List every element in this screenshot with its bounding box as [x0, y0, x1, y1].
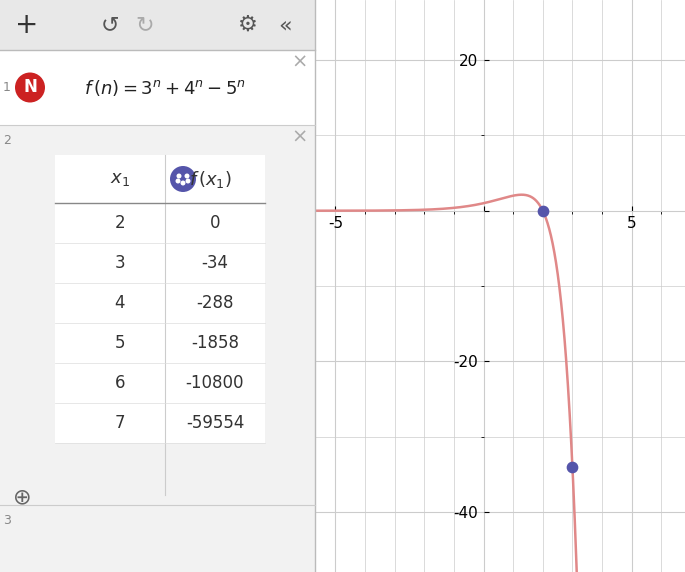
Circle shape	[170, 166, 196, 192]
Text: 2: 2	[114, 214, 125, 232]
FancyBboxPatch shape	[0, 50, 315, 572]
Circle shape	[15, 73, 45, 102]
Text: «: «	[278, 15, 292, 35]
FancyBboxPatch shape	[0, 125, 315, 505]
Text: ↺: ↺	[101, 15, 119, 35]
Circle shape	[186, 178, 190, 184]
Text: -34: -34	[201, 254, 229, 272]
Text: 7: 7	[115, 414, 125, 432]
Text: 3: 3	[114, 254, 125, 272]
Circle shape	[184, 173, 190, 178]
Text: ⊕: ⊕	[13, 487, 32, 507]
FancyBboxPatch shape	[0, 0, 315, 50]
FancyBboxPatch shape	[0, 50, 315, 125]
Text: +: +	[15, 11, 38, 39]
FancyBboxPatch shape	[55, 323, 265, 363]
Text: $f\,(x_1)$: $f\,(x_1)$	[188, 169, 232, 189]
FancyBboxPatch shape	[55, 243, 265, 283]
Circle shape	[177, 173, 182, 178]
Text: -1858: -1858	[191, 334, 239, 352]
Text: N: N	[23, 78, 37, 97]
Text: $f\,(n) = 3^n + 4^n - 5^n$: $f\,(n) = 3^n + 4^n - 5^n$	[84, 77, 246, 97]
Text: ⚙: ⚙	[238, 15, 258, 35]
FancyBboxPatch shape	[55, 403, 265, 443]
Text: 3: 3	[3, 514, 11, 526]
Circle shape	[181, 181, 186, 185]
Text: ↻: ↻	[136, 15, 154, 35]
FancyBboxPatch shape	[55, 203, 265, 243]
Text: -59554: -59554	[186, 414, 244, 432]
Text: ×: ×	[292, 53, 308, 72]
Text: -10800: -10800	[186, 374, 245, 392]
Text: 6: 6	[115, 374, 125, 392]
Circle shape	[175, 178, 181, 184]
Point	[537, 206, 548, 215]
Text: -288: -288	[196, 294, 234, 312]
Text: 1: 1	[3, 81, 11, 94]
Text: ×: ×	[292, 128, 308, 146]
Text: 4: 4	[115, 294, 125, 312]
Text: $x_1$: $x_1$	[110, 170, 130, 188]
Text: 0: 0	[210, 214, 221, 232]
Text: 5: 5	[115, 334, 125, 352]
Text: 2: 2	[3, 133, 11, 146]
FancyBboxPatch shape	[55, 283, 265, 323]
Point	[567, 462, 578, 471]
FancyBboxPatch shape	[55, 155, 265, 203]
FancyBboxPatch shape	[55, 363, 265, 403]
